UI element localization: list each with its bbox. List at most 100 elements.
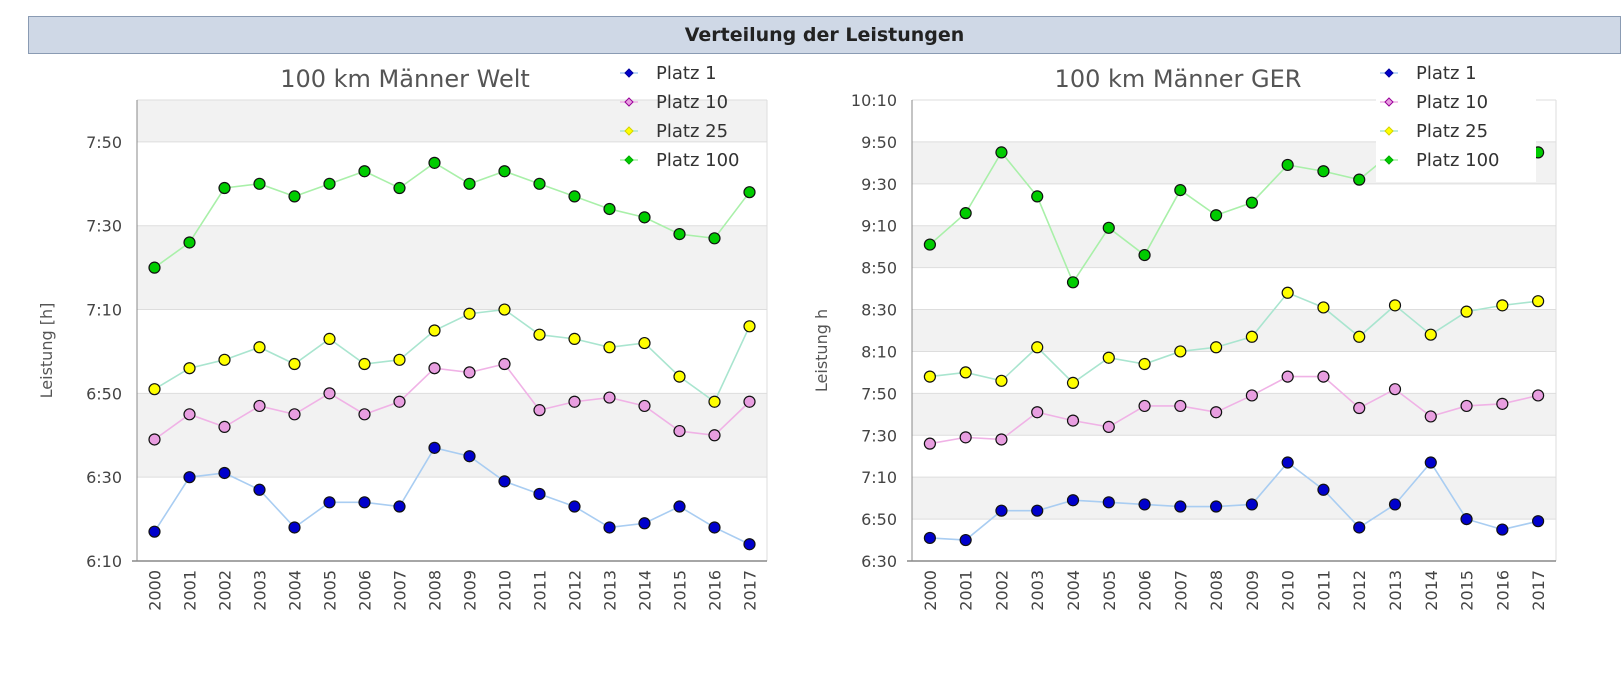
- data-point: [1281, 456, 1294, 469]
- data-point: [533, 487, 546, 501]
- legend-label: Platz 1: [1416, 63, 1477, 84]
- data-point: [1210, 406, 1223, 419]
- data-point: [1138, 399, 1151, 413]
- data-point: [1424, 410, 1437, 423]
- x-tick-label: 2010: [496, 570, 515, 611]
- y-tick-label: 6:50: [861, 510, 897, 529]
- data-point: [568, 500, 581, 513]
- data-point: [253, 177, 266, 190]
- data-point: [1138, 357, 1151, 371]
- data-point: [463, 177, 476, 190]
- grid-band: [137, 225, 767, 310]
- data-point: [1210, 209, 1223, 222]
- data-point: [673, 228, 686, 241]
- data-point: [498, 475, 511, 488]
- grid-band: [137, 100, 767, 142]
- legend-label: Platz 25: [656, 121, 728, 142]
- data-point: [1460, 399, 1473, 413]
- data-point: [358, 496, 371, 509]
- grid-band: [912, 309, 1556, 352]
- x-tick-label: 2007: [391, 570, 410, 611]
- data-point: [358, 408, 371, 421]
- y-tick-label: 7:50: [861, 384, 897, 403]
- legend-marker: [624, 97, 634, 107]
- data-point: [1245, 196, 1258, 209]
- data-point: [1281, 286, 1294, 299]
- x-tick-label: 2000: [146, 570, 165, 611]
- data-point: [288, 190, 301, 203]
- data-point: [288, 357, 301, 371]
- data-point: [183, 362, 196, 375]
- y-tick-label: 8:50: [861, 259, 897, 278]
- data-point: [253, 399, 266, 413]
- data-point: [638, 517, 651, 530]
- legend: Platz 1 Platz 10 Platz 25 Platz 100: [1376, 58, 1536, 182]
- x-tick-label: 2012: [1350, 570, 1369, 611]
- data-point: [1174, 345, 1187, 358]
- data-point: [533, 328, 546, 341]
- data-point: [638, 211, 651, 224]
- data-point: [148, 525, 161, 538]
- data-point: [1532, 389, 1545, 402]
- data-point: [218, 420, 231, 433]
- data-point: [708, 429, 721, 442]
- x-tick-label: 2016: [1493, 570, 1512, 611]
- data-point: [995, 504, 1008, 517]
- x-tick-label: 2003: [1028, 570, 1047, 611]
- x-tick-label: 2004: [286, 570, 305, 611]
- x-tick-label: 2006: [1136, 570, 1155, 611]
- data-point: [1353, 521, 1366, 534]
- data-point: [638, 399, 651, 413]
- data-point: [1138, 248, 1151, 262]
- section-header-bar: Verteilung der Leistungen: [28, 16, 1621, 54]
- data-point: [393, 353, 406, 366]
- data-point: [148, 433, 161, 446]
- data-point: [1496, 299, 1509, 312]
- series-line: [154, 308, 751, 403]
- y-axis-label: Leistung h: [812, 309, 831, 392]
- data-point: [533, 404, 546, 417]
- grid-band: [137, 393, 767, 478]
- x-tick-label: 2002: [216, 570, 235, 611]
- data-point: [1174, 184, 1187, 197]
- legend-label: Platz 10: [656, 92, 728, 113]
- series-line: [153, 446, 750, 545]
- y-tick-label: 7:10: [86, 301, 122, 320]
- y-tick-label: 7:10: [861, 468, 897, 487]
- data-point: [533, 177, 546, 190]
- x-tick-label: 2005: [321, 570, 340, 611]
- data-point: [148, 261, 161, 274]
- data-point: [603, 521, 616, 534]
- data-point: [568, 190, 581, 203]
- y-tick-label: 7:30: [86, 217, 122, 236]
- data-point: [673, 500, 686, 513]
- data-point: [218, 353, 231, 366]
- legend-label: Platz 10: [1416, 92, 1488, 113]
- grid-band: [912, 393, 1556, 436]
- legend-label: Platz 25: [1416, 121, 1488, 142]
- section-title: Verteilung der Leistungen: [684, 24, 965, 46]
- data-point: [1210, 341, 1223, 354]
- y-tick-label: 6:30: [86, 468, 122, 487]
- data-point: [1066, 414, 1080, 427]
- data-point: [498, 357, 511, 371]
- data-point: [183, 236, 196, 249]
- data-point: [218, 181, 231, 195]
- data-point: [1066, 494, 1080, 507]
- x-tick-label: 2013: [1386, 570, 1405, 611]
- data-point: [1353, 330, 1366, 343]
- data-point: [1245, 330, 1258, 343]
- x-tick-label: 2004: [1064, 570, 1083, 611]
- data-point: [358, 165, 371, 178]
- data-point: [743, 320, 756, 333]
- data-point: [1102, 496, 1115, 509]
- x-tick-label: 2009: [461, 570, 480, 611]
- legend-label: Platz 1: [656, 63, 717, 84]
- data-point: [1317, 301, 1330, 314]
- grid-band: [912, 225, 1556, 268]
- legend-label: Platz 100: [656, 150, 739, 171]
- data-point: [708, 521, 721, 534]
- x-tick-label: 2011: [531, 570, 550, 611]
- data-point: [603, 391, 616, 404]
- legend-marker: [624, 68, 634, 78]
